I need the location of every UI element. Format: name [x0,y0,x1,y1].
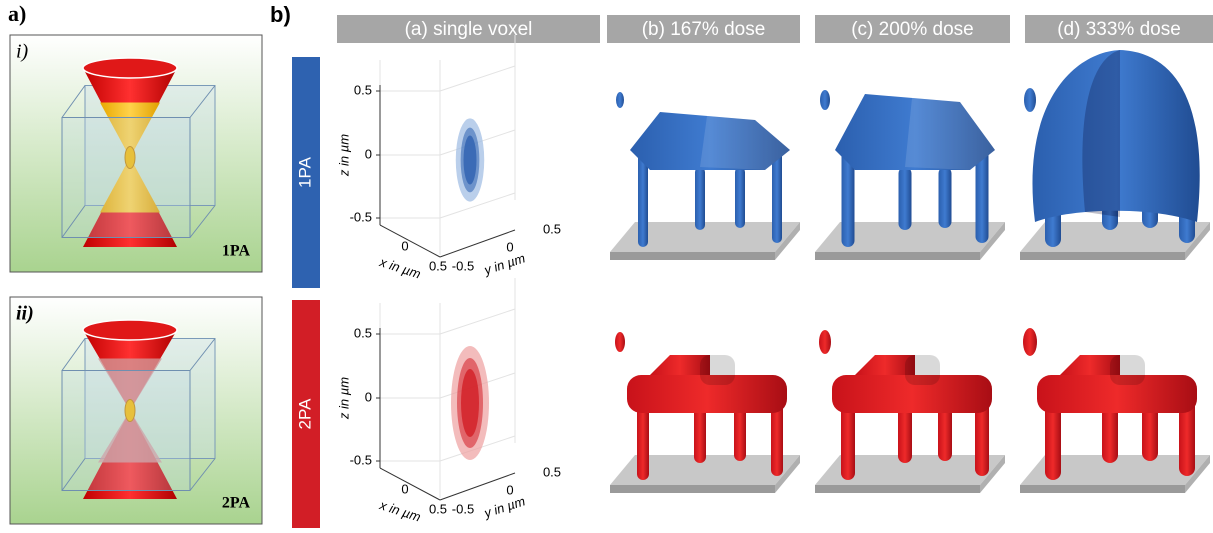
column-title: (d) 333% dose [1057,19,1181,40]
y-axis-label: y in µm [481,493,527,521]
diagram-label: ii) [16,303,34,325]
figure: a) i) 1PA ii) 2PA b) (a) single voxel (b) 167% … [0,0,1213,528]
diagram-mode: 2PA [222,495,251,512]
beam-top-rim [83,320,177,340]
x-axis-label: x in µm [377,497,423,525]
grid-line [440,193,515,218]
row-title: 2PA [295,398,314,430]
z-tick-label: 0 [365,146,372,161]
single-voxel [820,90,830,110]
roof-wing [1110,355,1145,385]
y-tick-label: -0.5 [452,258,474,273]
voxel-inner [461,369,479,437]
support-leg [939,167,952,228]
z-tick-label: 0.5 [354,325,372,340]
single-voxel [1023,328,1037,356]
support-leg [735,167,745,228]
grid-line [440,66,515,91]
substrate-side [815,485,980,493]
x-axis-label: x in µm [377,254,423,282]
column-title: (c) 200% dose [851,19,974,40]
z-tick-label: -0.5 [350,452,372,467]
column-title: (a) single voxel [405,19,533,40]
z-axis-label: z in µm [336,134,351,177]
row-title: 1PA [295,156,314,188]
axis-line [380,225,440,257]
y-axis-label: y in µm [481,250,527,278]
panel-label: b) [270,2,291,27]
x-tick-label: 0.5 [429,258,447,273]
optics-diagram: ii) 2PA [10,297,262,524]
y-tick-label: 0.5 [543,464,561,479]
y-tick-label: -0.5 [452,501,474,516]
beam-top-rim [83,58,177,78]
axis-line [440,230,515,257]
substrate-side [1020,485,1185,493]
x-tick-label: 0.5 [429,501,447,516]
voxel-inner [464,136,477,185]
axis-line [380,468,440,500]
z-axis-label: z in µm [336,377,351,420]
single-voxel [616,92,624,108]
cube-front [62,371,190,491]
substrate-side [1020,252,1185,260]
y-tick-label: 0 [506,239,513,254]
substrate-side [610,485,775,493]
support-leg [899,167,912,230]
support-leg [695,167,705,230]
single-voxel [615,332,625,352]
roof-wing [905,355,940,385]
x-tick-label: 0 [401,238,408,253]
page: a) i) 1PA ii) 2PA b) (a) single voxel (b) 167% … [0,0,1213,528]
z-tick-label: 0.5 [354,82,372,97]
substrate-side [815,252,980,260]
x-tick-label: 0 [401,481,408,496]
diagram-mode: 1PA [222,243,251,260]
cube-front [62,118,190,238]
diagram-label: i) [16,41,29,63]
z-tick-label: -0.5 [350,209,372,224]
optics-diagram: i) 1PA [10,35,262,272]
z-tick-label: 0 [365,389,372,404]
substrate-side [610,252,775,260]
column-title: (b) 167% dose [642,19,766,40]
axis-line [440,473,515,500]
y-tick-label: 0 [506,482,513,497]
roof-wing [700,355,735,385]
single-voxel [819,330,831,354]
single-voxel [1024,88,1036,112]
panel-label: a) [8,1,26,26]
grid-line [440,309,515,334]
roof-shade [905,98,995,170]
y-tick-label: 0.5 [543,221,561,236]
